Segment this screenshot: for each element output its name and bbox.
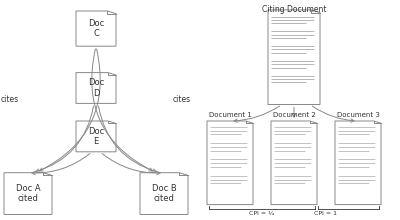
- Polygon shape: [207, 121, 253, 205]
- Text: Document 1: Document 1: [208, 112, 252, 118]
- Text: Document 2: Document 2: [273, 112, 315, 118]
- Text: CPI = 1: CPI = 1: [314, 211, 338, 216]
- Text: cites: cites: [1, 95, 19, 103]
- Text: Doc
E: Doc E: [88, 127, 104, 146]
- Text: Doc
C: Doc C: [88, 19, 104, 38]
- Text: Document 3: Document 3: [336, 112, 380, 118]
- Text: Doc A
cited: Doc A cited: [16, 184, 40, 203]
- Text: cites: cites: [173, 95, 191, 103]
- Polygon shape: [335, 121, 381, 205]
- Polygon shape: [76, 121, 116, 152]
- Text: CPI = ¼: CPI = ¼: [249, 211, 275, 216]
- Polygon shape: [76, 73, 116, 103]
- Polygon shape: [268, 10, 320, 104]
- Text: Doc
D: Doc D: [88, 78, 104, 98]
- Polygon shape: [140, 173, 188, 214]
- Polygon shape: [271, 121, 317, 205]
- Text: Doc B
cited: Doc B cited: [152, 184, 176, 203]
- Polygon shape: [76, 11, 116, 46]
- Text: Citing Document: Citing Document: [262, 6, 326, 15]
- Polygon shape: [4, 173, 52, 214]
